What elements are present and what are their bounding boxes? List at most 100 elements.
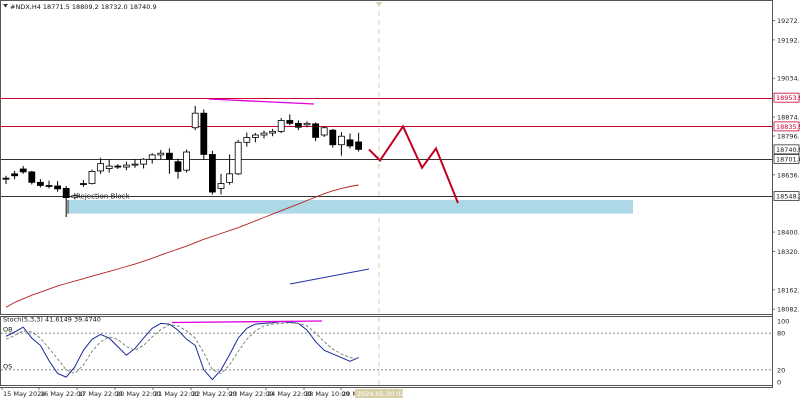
candle[interactable]: [19, 166, 27, 174]
price-marker[interactable]: 18548.2: [773, 191, 800, 202]
bearish-candle-body: [62, 187, 70, 199]
price-marker[interactable]: 18835.5: [773, 121, 800, 132]
bearish-candle-body: [54, 185, 61, 190]
candle[interactable]: [303, 121, 311, 128]
bearish-candle-body: [45, 185, 53, 187]
price-tick-label: 18400.0: [777, 229, 800, 237]
trendline-blue[interactable]: [289, 268, 370, 285]
candle[interactable]: [114, 164, 122, 169]
bullish-candle-body: [88, 171, 96, 184]
bearish-candle-body: [2, 177, 10, 180]
bearish-candle-body: [37, 181, 44, 186]
candle[interactable]: [320, 126, 328, 137]
price-marker[interactable]: 18953.9: [773, 92, 800, 103]
bullish-candle-body: [105, 165, 113, 169]
candle[interactable]: [2, 175, 10, 185]
chart-header: #NDX,H4 18771.5 18809.2 18732.0 18740.9: [3, 3, 157, 11]
candle[interactable]: [269, 128, 277, 137]
price-tick-label: 18082.0: [777, 306, 800, 314]
time-axis-label: 23 May 22:00: [229, 390, 274, 398]
candle[interactable]: [131, 159, 139, 168]
time-cursor-label: 2024.05.30 02:00: [357, 390, 415, 398]
bullish-candle-body: [234, 141, 242, 175]
price-marker-label: 18953.9: [776, 94, 800, 102]
candle[interactable]: [123, 161, 130, 171]
candle[interactable]: [234, 139, 242, 176]
candle[interactable]: [88, 169, 96, 185]
bearish-candle-body: [208, 154, 216, 193]
candle[interactable]: [140, 158, 148, 169]
main-price-panel[interactable]: [0, 0, 773, 315]
candle[interactable]: [71, 193, 79, 200]
candle[interactable]: [329, 128, 337, 148]
time-cursor-marker[interactable]: [375, 2, 383, 6]
bullish-candle-body: [157, 152, 165, 156]
candle[interactable]: [337, 132, 345, 156]
candle[interactable]: [200, 109, 208, 160]
bullish-candle-body: [123, 164, 130, 168]
candle[interactable]: [294, 120, 302, 131]
time-axis-label: 16 May 22:00: [40, 390, 85, 398]
candle[interactable]: [174, 158, 182, 179]
bearish-candle-body: [312, 123, 320, 138]
candle[interactable]: [191, 105, 199, 131]
time-cursor-badge-bg: [355, 389, 403, 398]
candle[interactable]: [312, 122, 320, 142]
candle[interactable]: [45, 180, 53, 189]
candle[interactable]: [62, 185, 70, 218]
candle[interactable]: [28, 170, 36, 185]
stoch-os-label: OS: [3, 362, 12, 370]
price-marker-box: [773, 92, 800, 103]
rejection-block-zone[interactable]: [68, 200, 633, 214]
price-tick-label: 18874.0: [777, 114, 800, 122]
symbol-ohlc-header: #NDX,H4 18771.5 18809.2 18732.0 18740.9: [10, 3, 157, 11]
moving-average-line: [5, 184, 359, 308]
candle[interactable]: [346, 133, 354, 149]
candle[interactable]: [97, 157, 104, 174]
candle[interactable]: [243, 132, 251, 147]
candle[interactable]: [183, 149, 191, 173]
stochastic-panel[interactable]: [0, 316, 773, 386]
stoch-divergence-line[interactable]: [171, 320, 323, 324]
candle[interactable]: [157, 150, 165, 160]
price-marker[interactable]: 18740.9: [773, 144, 800, 155]
candle[interactable]: [80, 180, 87, 187]
candle[interactable]: [286, 114, 294, 126]
forecast-path-line[interactable]: [368, 124, 459, 204]
price-divergence-line[interactable]: [208, 98, 315, 105]
candle[interactable]: [355, 132, 363, 152]
price-marker[interactable]: 18701.0: [773, 154, 800, 164]
stoch-signal-line: [5, 322, 359, 375]
time-axis-label: 22 May 22:00: [192, 390, 237, 398]
candle[interactable]: [260, 130, 268, 139]
candle[interactable]: [105, 159, 113, 173]
time-cursor-badge[interactable]: 2024.05.30 02:00: [355, 389, 415, 398]
candle[interactable]: [11, 170, 19, 180]
stoch-main-line: [5, 321, 359, 381]
bearish-candle-body: [286, 120, 294, 124]
price-marker-box: [773, 121, 800, 132]
bearish-candle-body: [355, 141, 363, 150]
candle[interactable]: [277, 118, 285, 134]
collapse-triangle-icon[interactable]: [3, 4, 8, 8]
candle[interactable]: [226, 154, 234, 185]
price-tick-label: 18162.0: [777, 286, 800, 294]
candle[interactable]: [148, 153, 156, 164]
candle[interactable]: [165, 148, 173, 174]
bearish-candle-body: [165, 152, 173, 160]
bearish-candle-body: [28, 171, 36, 183]
candle[interactable]: [217, 173, 225, 195]
candle[interactable]: [54, 181, 61, 192]
candle[interactable]: [37, 179, 44, 188]
price-tick-label: 19272.0: [777, 17, 800, 25]
bullish-candle-body: [337, 135, 345, 146]
candle[interactable]: [208, 150, 216, 195]
price-marker-label: 18740.9: [776, 146, 800, 154]
bullish-candle-body: [183, 151, 191, 171]
price-marker-label: 18548.2: [776, 193, 800, 201]
stoch-scale-label: 80: [777, 330, 785, 338]
candle[interactable]: [251, 133, 259, 143]
bullish-candle-body: [71, 195, 79, 198]
